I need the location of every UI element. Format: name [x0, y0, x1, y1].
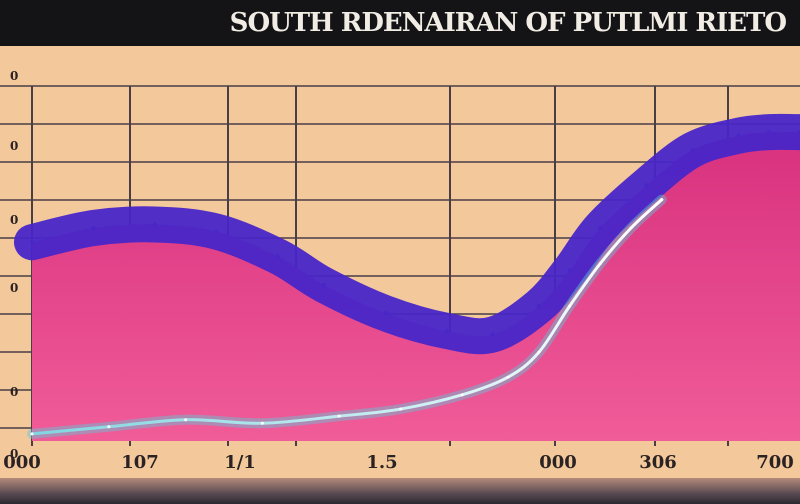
- area-top-band: [14, 113, 800, 355]
- bottom-band: [0, 478, 800, 504]
- x-tick-label: 1.5: [366, 452, 397, 473]
- data-point: [629, 226, 633, 230]
- data-point: [598, 262, 602, 265]
- x-tick-label: 700: [756, 452, 794, 473]
- data-point: [444, 328, 449, 333]
- data-point: [568, 304, 572, 308]
- x-tick-label: 306: [639, 452, 677, 473]
- x-tick-label: 000: [3, 452, 41, 473]
- x-axis: 000 107 1/1 1.5 000 306 700: [3, 452, 794, 473]
- area-fill: [32, 131, 800, 442]
- data-point: [690, 147, 695, 152]
- y-tick-label: 0: [10, 69, 18, 83]
- title-bar: SOUTH RDENAIRAN OF PUTLMI RIETO: [0, 0, 800, 46]
- data-point: [598, 226, 603, 230]
- data-point: [30, 240, 34, 245]
- chart-title: SOUTH RDENAIRAN OF PUTLMI RIETO: [229, 8, 787, 38]
- y-tick-label: 0: [10, 139, 18, 153]
- data-point: [644, 183, 649, 188]
- y-axis: 0 0 0 0 0 0: [10, 69, 18, 461]
- data-point: [399, 407, 403, 411]
- data-point: [260, 421, 264, 425]
- data-point: [767, 130, 772, 135]
- data-point: [506, 375, 510, 379]
- data-point: [321, 282, 326, 287]
- series-layer: [14, 113, 800, 442]
- data-point: [184, 418, 188, 422]
- data-point: [490, 332, 495, 337]
- data-point: [337, 414, 341, 418]
- y-tick-label: 0: [10, 385, 18, 399]
- data-point: [660, 198, 664, 202]
- data-point: [91, 226, 96, 230]
- y-tick-label: 0: [10, 447, 18, 461]
- x-tick-label: 107: [121, 452, 159, 473]
- data-point: [383, 311, 388, 316]
- data-point: [567, 268, 572, 273]
- y-tick-label: 0: [10, 213, 18, 227]
- data-point: [460, 393, 464, 397]
- data-point: [214, 229, 219, 234]
- data-point: [30, 432, 34, 436]
- y-tick-label: 0: [10, 281, 18, 295]
- data-point: [107, 425, 111, 429]
- data-point: [537, 350, 541, 354]
- x-tick-label: 000: [539, 452, 577, 473]
- data-point: [736, 133, 741, 138]
- data-point: [275, 254, 280, 259]
- data-point: [536, 304, 541, 309]
- data-point: [152, 222, 157, 227]
- x-tick-label: 1/1: [224, 452, 256, 473]
